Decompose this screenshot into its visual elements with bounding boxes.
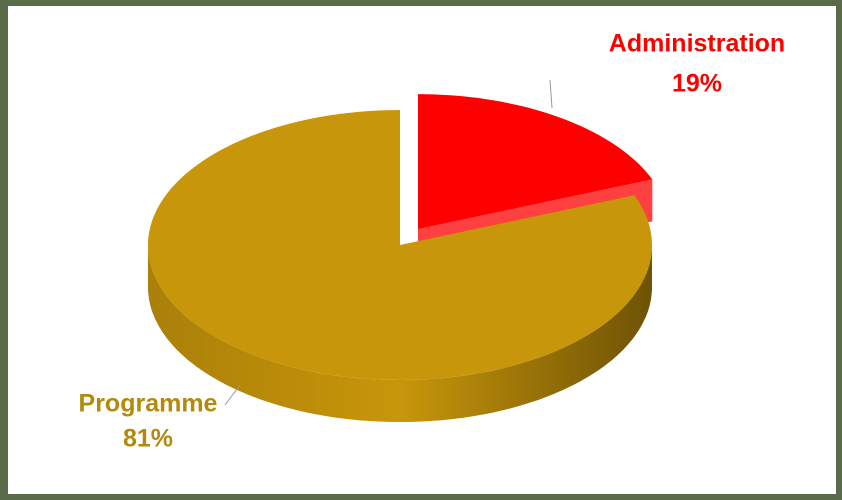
category-label: Administration	[609, 30, 785, 58]
labels: Administration 19% Programme 81%	[79, 30, 786, 453]
leader-line	[549, 79, 553, 109]
value-label: 19%	[672, 70, 722, 98]
slice-top	[418, 94, 653, 230]
pie-slice	[148, 110, 652, 422]
value-label: 81%	[123, 425, 173, 453]
pie	[148, 94, 653, 422]
leader-line	[224, 384, 241, 406]
slice-top	[148, 110, 652, 380]
category-label: Programme	[79, 390, 218, 418]
slice-side-shade	[148, 245, 652, 422]
